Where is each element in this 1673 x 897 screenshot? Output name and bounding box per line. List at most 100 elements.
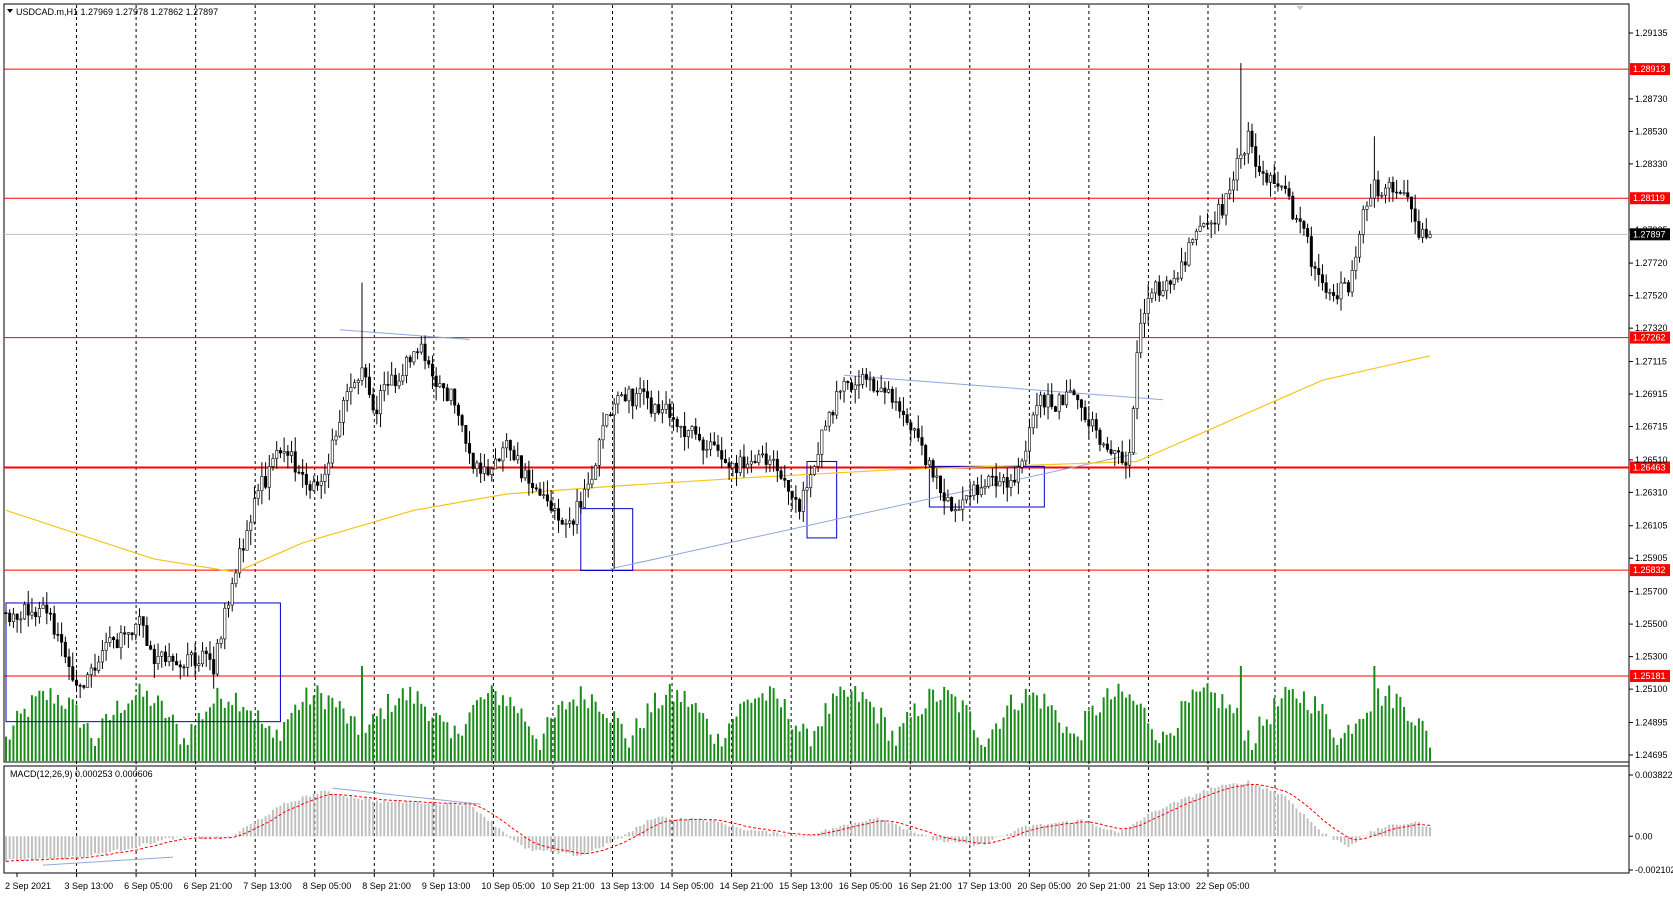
candle-body bbox=[238, 548, 242, 574]
candle-body bbox=[671, 417, 675, 420]
candle-body bbox=[334, 435, 338, 441]
rectangle-object bbox=[5, 602, 281, 723]
candle-body bbox=[1053, 406, 1057, 412]
candle-body bbox=[482, 466, 486, 474]
trendline-object bbox=[610, 452, 1138, 570]
candle-body bbox=[879, 387, 883, 392]
price-tick-label: 1.25300 bbox=[1635, 652, 1668, 662]
candle-body bbox=[1380, 194, 1384, 197]
candle-body bbox=[160, 651, 164, 657]
candle-body bbox=[319, 481, 323, 486]
candle-body bbox=[1068, 390, 1072, 393]
candle-body bbox=[720, 450, 724, 460]
candle-body bbox=[1061, 394, 1065, 406]
candle-body bbox=[1094, 419, 1098, 431]
macd-pane-frame bbox=[3, 765, 1630, 874]
candle-body bbox=[304, 474, 308, 485]
candle-body bbox=[1358, 234, 1362, 258]
time-tick-label: 10 Sep 21:00 bbox=[541, 881, 595, 891]
candle-body bbox=[1254, 146, 1258, 167]
candle-body bbox=[616, 395, 620, 405]
candle-body bbox=[746, 463, 750, 468]
candle-body bbox=[278, 450, 282, 454]
candle-body bbox=[849, 382, 853, 390]
candle-body bbox=[590, 478, 594, 485]
level-price-tag bbox=[1630, 461, 1670, 474]
candle-body bbox=[252, 498, 256, 523]
candle-body bbox=[382, 384, 386, 391]
candle-body bbox=[412, 351, 416, 363]
candle-body bbox=[1280, 185, 1284, 188]
candle-body bbox=[961, 499, 965, 510]
candle-body bbox=[594, 465, 598, 480]
candle-body bbox=[723, 458, 727, 464]
candle-body bbox=[134, 624, 138, 636]
candle-body bbox=[1072, 390, 1076, 396]
candle-body bbox=[1180, 261, 1184, 279]
chart-menu-arrow-icon[interactable] bbox=[7, 9, 13, 13]
candle-body bbox=[330, 439, 334, 464]
candle-body bbox=[608, 414, 612, 416]
candle-body bbox=[267, 466, 271, 488]
candle-body bbox=[809, 474, 813, 488]
candle-body bbox=[972, 484, 976, 496]
candle-body bbox=[953, 509, 957, 512]
candle-body bbox=[1269, 174, 1273, 183]
candle-body bbox=[783, 478, 787, 481]
candle-body bbox=[1020, 460, 1024, 468]
level-price-tag bbox=[1630, 63, 1670, 76]
candle-body bbox=[1239, 154, 1243, 159]
time-tick-label: 8 Sep 05:00 bbox=[303, 881, 352, 891]
candle-body bbox=[1206, 223, 1210, 225]
candle-body bbox=[345, 391, 349, 401]
candle-body bbox=[571, 520, 575, 525]
candle-body bbox=[338, 422, 342, 437]
time-tick-label: 8 Sep 21:00 bbox=[362, 881, 411, 891]
shift-marker-icon[interactable] bbox=[1296, 6, 1304, 10]
macd-header: MACD(12,26,9) 0.000253 0.000606 bbox=[10, 769, 153, 779]
candle-body bbox=[545, 494, 549, 502]
price-tick-label: 1.26310 bbox=[1635, 487, 1668, 497]
symbol-ohlc-header: USDCAD.m,H1 1.27969 1.27978 1.27862 1.27… bbox=[16, 7, 218, 17]
candle-body bbox=[1120, 451, 1124, 464]
candle-body bbox=[683, 425, 687, 437]
candle-body bbox=[805, 487, 809, 491]
candle-body bbox=[1091, 419, 1095, 427]
candle-body bbox=[790, 490, 794, 498]
time-tick-label: 7 Sep 13:00 bbox=[243, 881, 292, 891]
candle-body bbox=[1332, 292, 1336, 296]
candle-body bbox=[41, 604, 45, 609]
candle-body bbox=[1291, 195, 1295, 220]
candle-body bbox=[1168, 280, 1172, 285]
candle-body bbox=[842, 381, 846, 392]
candle-body bbox=[1105, 443, 1109, 450]
candle-body bbox=[353, 382, 357, 388]
candle-body bbox=[979, 487, 983, 496]
candle-body bbox=[994, 476, 998, 487]
candle-body bbox=[1395, 191, 1399, 194]
rectangle-objects bbox=[5, 460, 1045, 723]
candle-body bbox=[130, 632, 134, 636]
level-price-label: 1.28119 bbox=[1633, 193, 1665, 203]
time-tick-label: 15 Sep 13:00 bbox=[779, 881, 833, 891]
candle-body bbox=[1391, 181, 1395, 193]
candle-body bbox=[582, 488, 586, 508]
candle-body bbox=[657, 404, 661, 414]
candle-body bbox=[48, 612, 52, 615]
candle-body bbox=[705, 448, 709, 451]
price-tick-label: 1.28330 bbox=[1635, 159, 1668, 169]
candle-body bbox=[419, 343, 423, 353]
candle-body bbox=[1087, 419, 1091, 427]
candle-body bbox=[531, 483, 535, 489]
candle-body bbox=[824, 425, 828, 431]
candle-body bbox=[1183, 261, 1187, 266]
candle-body bbox=[1154, 281, 1158, 294]
time-tick-label: 6 Sep 05:00 bbox=[124, 881, 173, 891]
candle-body bbox=[968, 495, 972, 497]
candle-body bbox=[67, 656, 71, 667]
candle-body bbox=[679, 425, 683, 428]
candle-body bbox=[812, 466, 816, 475]
macd-trendline bbox=[43, 856, 173, 866]
